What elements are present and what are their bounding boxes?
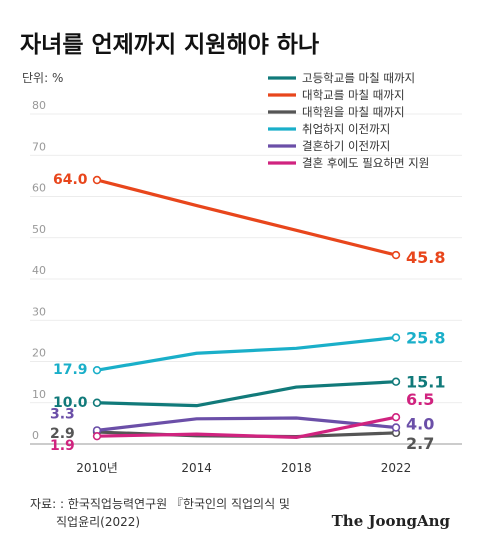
data-label-start-4: 3.3: [50, 406, 75, 422]
data-label-start-3: 17.9: [53, 362, 88, 378]
unit-label: 단위: %: [22, 71, 63, 85]
series-point-5-0: [92, 431, 102, 441]
data-labels: 10.0 15.1 64.0 45.8 2.9 2.7 17.9 25.8 3.3 4.0 1.9 6…: [50, 172, 445, 454]
data-label-start-0: 10.0: [53, 395, 88, 411]
data-label-start-2: 2.9: [50, 426, 75, 442]
y-tick-label-60: 60: [32, 182, 46, 195]
series-point-0-3: [391, 377, 401, 386]
series-line-1: [95, 178, 398, 257]
data-label-end-5: 6.5: [406, 390, 434, 409]
x-axis-tick-labels: 2010년 2014 2018 2022: [76, 461, 411, 475]
y-tick-label-50: 50: [32, 223, 46, 236]
series-lines: [95, 178, 398, 439]
y-tick-label-80: 80: [32, 99, 46, 112]
y-tick-label-10: 10: [32, 388, 46, 401]
y-axis-tick-labels: 0 10 20 30 40 50 60 70 80: [32, 99, 46, 442]
series-point-0-0: [92, 398, 102, 407]
series-line-5: [95, 415, 398, 439]
series-point-3-3: [391, 333, 401, 342]
x-tick-label-0: 2010년: [76, 461, 118, 475]
legend-label-5: 결혼 후에도 필요하면 지원: [302, 156, 429, 170]
series-point-1-3: [391, 250, 401, 260]
data-label-start-1: 64.0: [53, 172, 88, 188]
series-line-0: [95, 380, 398, 408]
data-label-start-5: 1.9: [50, 438, 75, 454]
data-label-end-2: 2.7: [406, 434, 434, 453]
x-tick-label-2: 2018: [281, 461, 312, 475]
y-tick-label-30: 30: [32, 305, 46, 318]
series-point-4-3: [391, 423, 401, 432]
series-point-1-0: [92, 175, 102, 185]
series-points: [92, 175, 401, 441]
legend-label-2: 대학원을 마칠 때까지: [302, 105, 405, 119]
y-tick-label-20: 20: [32, 347, 46, 360]
brand-logo: The JoongAng: [332, 512, 451, 530]
data-label-end-3: 25.8: [406, 329, 445, 348]
legend-label-1: 대학교를 마칠 때까지: [302, 88, 405, 102]
chart-title: 자녀를 언제까지 지원해야 하나: [20, 32, 319, 58]
series-line-4: [95, 416, 398, 432]
data-label-end-0: 15.1: [406, 373, 445, 392]
series-point-3-0: [92, 365, 102, 375]
series-line-3: [95, 335, 398, 372]
y-tick-label-0: 0: [32, 429, 39, 442]
y-tick-label-40: 40: [32, 264, 46, 277]
source-note-line1: 자료: : 한국직업능력연구원 『한국인의 직업의식 및: [30, 497, 290, 511]
data-label-end-4: 4.0: [406, 415, 434, 434]
legend-label-4: 결혼하기 이전까지: [302, 139, 390, 153]
y-tick-label-70: 70: [32, 140, 46, 153]
x-tick-label-3: 2022: [381, 461, 412, 475]
x-tick-label-1: 2014: [181, 461, 212, 475]
data-label-end-1: 45.8: [406, 248, 445, 267]
series-point-5-3: [391, 412, 401, 422]
legend-label-0: 고등학교를 마칠 때까지: [302, 71, 415, 85]
source-note-line2: 직업윤리(2022): [56, 515, 140, 529]
legend-label-3: 취업하지 이전까지: [302, 122, 390, 136]
